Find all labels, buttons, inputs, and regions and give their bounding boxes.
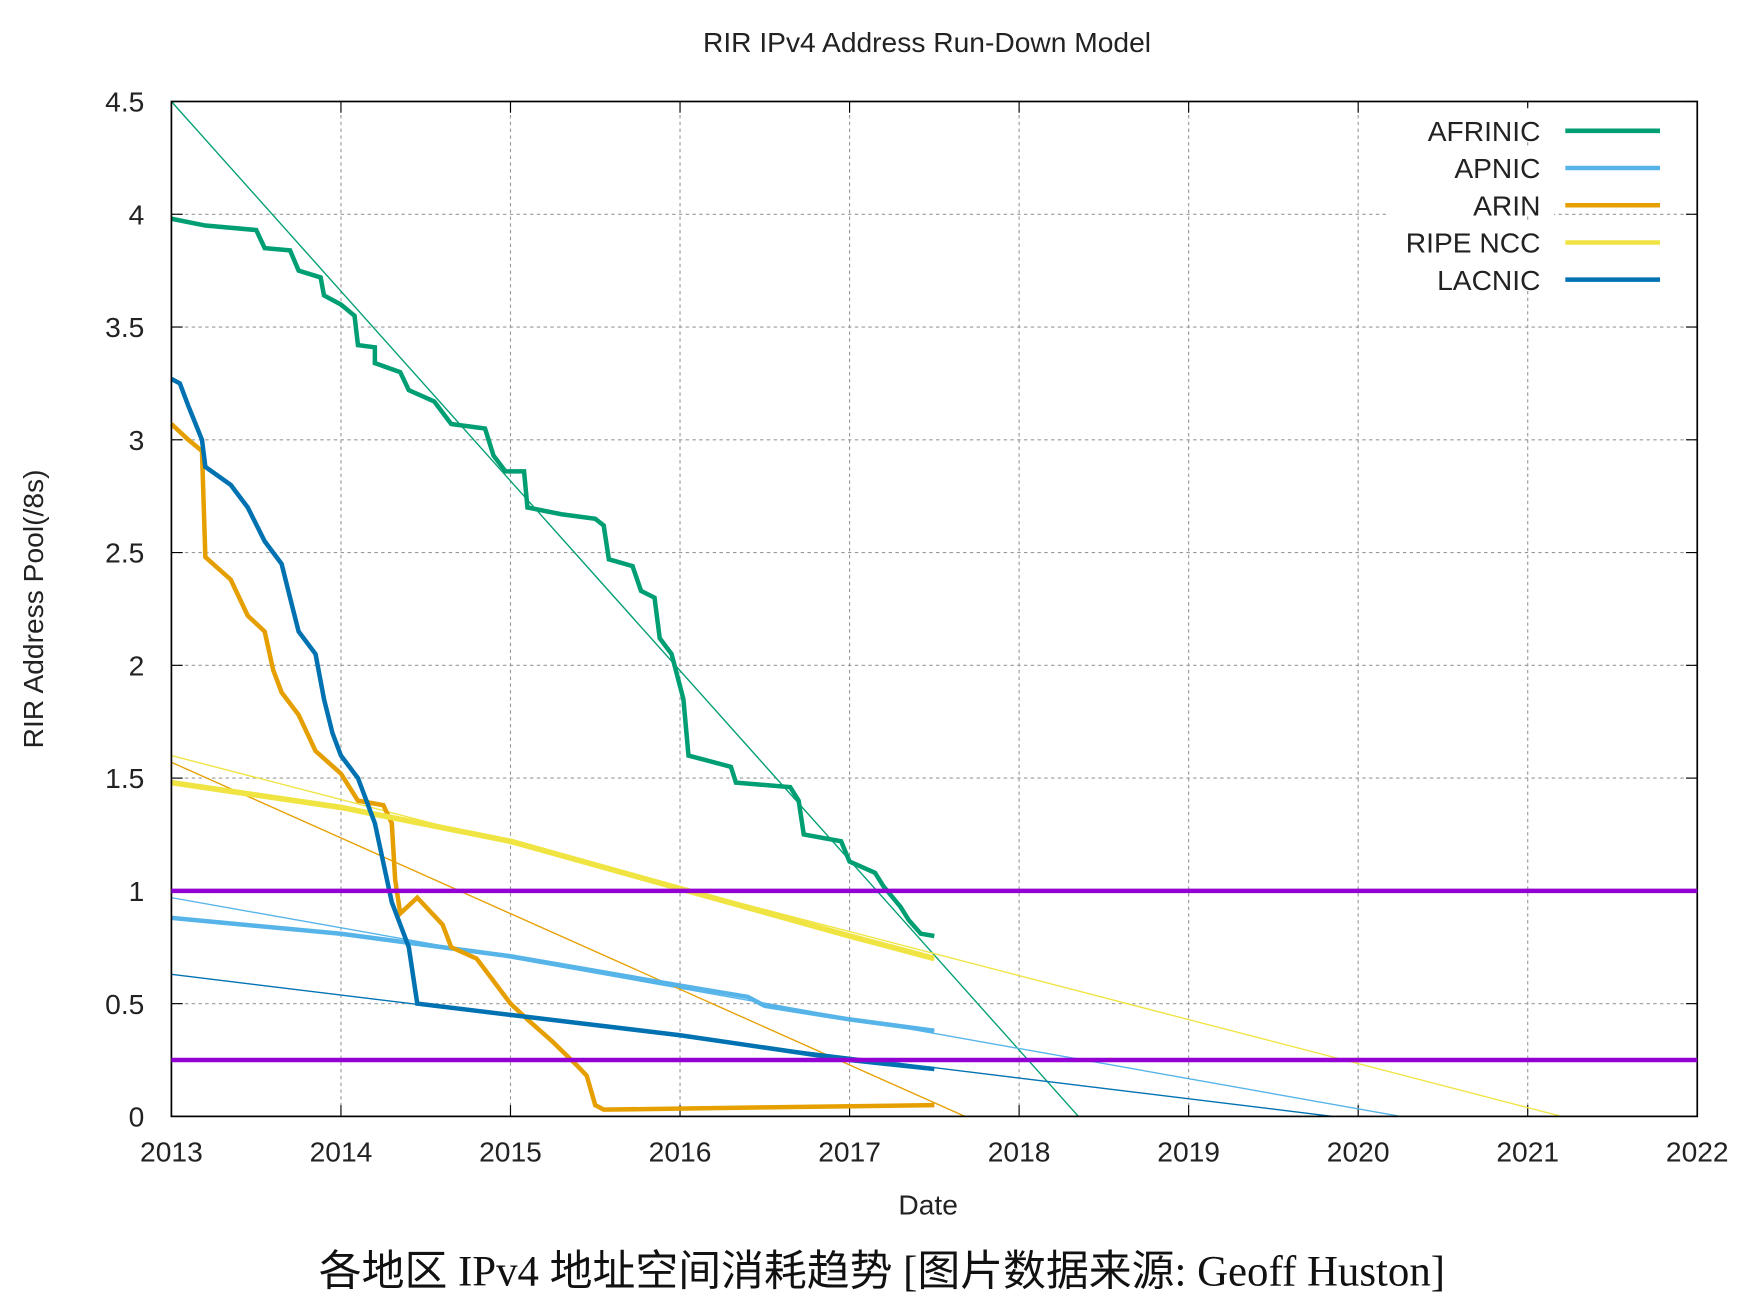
legend-label-apnic: APNIC <box>1454 152 1540 184</box>
y-tick-label: 1.5 <box>105 762 144 794</box>
caption: 各地区 IPv4 地址空间消耗趋势 [图片数据来源: Geoff Huston] <box>319 1248 1445 1296</box>
x-tick-label: 2019 <box>1157 1136 1220 1168</box>
legend-label-ripe-ncc: RIPE NCC <box>1406 227 1541 259</box>
plot-frame <box>170 100 1699 1118</box>
series-lines <box>169 216 936 1112</box>
ripe-ncc-trend-line <box>171 754 1562 1118</box>
y-tick-label: 4.5 <box>105 86 144 118</box>
x-tick-label: 2021 <box>1496 1136 1559 1168</box>
legend-bg <box>1389 219 1555 254</box>
afrinic-trend-line <box>170 101 1079 1117</box>
legend-label-afrinic: AFRINIC <box>1428 115 1541 147</box>
y-tick-label: 3 <box>129 424 145 456</box>
y-tick-label: 4 <box>129 198 145 230</box>
y-tick-label: 2 <box>129 649 145 681</box>
legend-bg <box>1389 108 1555 143</box>
y-tick-label: 1 <box>129 875 145 907</box>
y-tick-label: 0 <box>129 1101 145 1133</box>
x-tick-label: 2015 <box>479 1136 542 1168</box>
x-axis-label: Date <box>898 1189 958 1221</box>
x-tick-label: 2014 <box>310 1136 373 1168</box>
tick-labels: 2013 2014 2015 2016 2017 2018 2019 2020 2021 2022… <box>105 86 1728 1168</box>
y-tick-label: 2.5 <box>105 537 144 569</box>
legend-label-lacnic: LACNIC <box>1437 264 1540 296</box>
arin-trend-line <box>171 761 966 1118</box>
legend-bg <box>1389 182 1555 217</box>
legend-label-arin: ARIN <box>1473 189 1540 221</box>
lacnic-series-line <box>170 376 935 1072</box>
ripe-ncc-series-line <box>171 779 936 962</box>
legend-bg <box>1389 257 1555 291</box>
x-tick-label: 2018 <box>988 1136 1051 1168</box>
y-tick-label: 0.5 <box>105 988 144 1020</box>
x-tick-label: 2013 <box>140 1136 203 1168</box>
legend: AFRINIC APNIC ARIN RIPE NCC LACNIC <box>1389 108 1661 296</box>
apnic-series-line <box>171 915 935 1033</box>
x-tick-label: 2017 <box>818 1136 881 1168</box>
threshold-lines <box>171 888 1698 1063</box>
y-tick-label: 3.5 <box>105 311 144 343</box>
x-tick-label: 2022 <box>1666 1136 1729 1168</box>
x-tick-label: 2020 <box>1327 1136 1390 1168</box>
y-axis-label: RIR Address Pool(/8s) <box>17 470 49 749</box>
arin-series-line <box>169 422 935 1112</box>
chart-title: RIR IPv4 Address Run-Down Model <box>703 26 1151 58</box>
legend-bg <box>1389 145 1555 180</box>
trend-lines <box>170 101 1562 1118</box>
afrinic-series-line <box>170 216 935 939</box>
x-tick-label: 2016 <box>649 1136 712 1168</box>
